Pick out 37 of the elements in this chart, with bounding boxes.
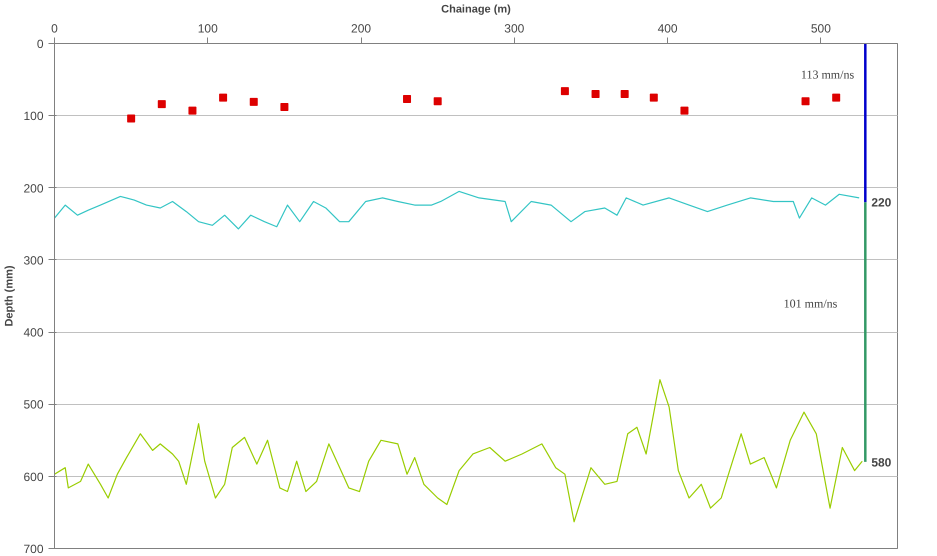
point <box>434 97 442 106</box>
point <box>560 87 569 96</box>
x-tick-label: 300 <box>504 22 525 36</box>
line-series <box>54 190 860 230</box>
y-tick-label: 400 <box>23 326 44 340</box>
annotation: 113 mm/ns <box>800 68 854 82</box>
point <box>188 106 196 115</box>
x-tick-label: 400 <box>658 22 678 36</box>
line-series <box>54 379 863 522</box>
point <box>650 94 658 102</box>
point <box>127 114 136 123</box>
x-tick-label: 500 <box>810 22 832 36</box>
point <box>158 100 166 108</box>
y-tick-label: 600 <box>23 470 44 484</box>
point <box>219 94 228 102</box>
point <box>680 106 688 115</box>
x-tick-label: 100 <box>198 22 218 36</box>
annotation: 580 <box>871 455 892 470</box>
point <box>802 97 810 106</box>
y-axis-title: Depth (mm) <box>3 265 16 327</box>
point <box>250 98 258 106</box>
x-axis-title: Chainage (m) <box>441 4 512 16</box>
y-tick-label: 100 <box>23 109 44 124</box>
x-tick-label: 200 <box>351 22 372 36</box>
annotation: 220 <box>871 196 892 210</box>
x-tick-label: 0 <box>51 22 58 36</box>
y-tick-label: 300 <box>23 253 44 268</box>
point <box>832 94 840 102</box>
y-tick-label: 0 <box>36 37 44 51</box>
annotation: 101 mm/ns <box>784 296 838 310</box>
y-tick-label: 200 <box>23 181 44 196</box>
point <box>280 102 288 111</box>
point <box>620 90 629 98</box>
y-tick-label: 500 <box>23 398 44 412</box>
point <box>592 90 600 98</box>
y-tick-label: 700 <box>23 542 44 556</box>
point <box>403 95 412 104</box>
